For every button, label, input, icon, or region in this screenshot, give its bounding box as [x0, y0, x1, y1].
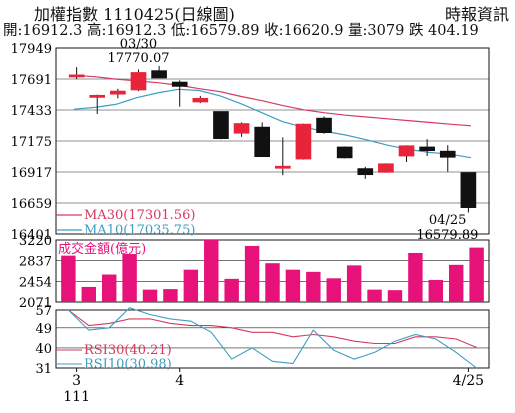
rsi-y-tick-label: 49 — [35, 322, 52, 337]
volume-bar — [265, 263, 280, 302]
volume-y-tick-label: 2837 — [19, 255, 52, 270]
price-y-tick-label: 16401 — [11, 228, 52, 243]
rsi30-line — [68, 309, 477, 349]
volume-bar — [101, 274, 117, 302]
volume-bar — [469, 247, 484, 302]
volume-bar — [204, 240, 219, 302]
quote-summary: 開:16912.3 高:16912.3 低:16579.89 收:16620.9… — [3, 23, 479, 39]
candle-body — [378, 163, 394, 173]
candle-body — [192, 97, 209, 103]
volume-bar — [346, 265, 362, 302]
rsi-y-tick-label: 40 — [35, 342, 52, 357]
volume-bar — [163, 289, 178, 302]
candle-body — [336, 146, 353, 159]
rsi-y-tick-label: 31 — [35, 362, 52, 377]
candle-body — [439, 150, 456, 158]
candle-body — [274, 165, 291, 169]
price-y-tick-label: 17949 — [11, 42, 52, 57]
volume-bar — [428, 279, 444, 302]
candle-body — [130, 72, 147, 91]
volume-y-tick-label: 3220 — [19, 234, 52, 249]
x-tick-label: 3 — [72, 373, 81, 389]
volume-title: 成交金額(億元) — [58, 241, 146, 257]
price-y-tick-label: 17175 — [11, 135, 52, 150]
candle-body — [398, 145, 415, 157]
volume-bar — [408, 252, 423, 302]
volume-bar — [326, 278, 341, 302]
legend-label: MA30(17301.56) — [84, 208, 195, 223]
candle-body — [460, 172, 477, 208]
volume-bar — [306, 271, 321, 302]
high-date-annotation: 03/30 — [120, 37, 157, 52]
high-value-annotation: 17770.07 — [107, 51, 169, 66]
candle-body — [295, 123, 312, 160]
price-y-tick-label: 17433 — [11, 104, 52, 119]
candle-body — [89, 94, 106, 98]
candle-body — [151, 70, 167, 79]
volume-bar — [244, 245, 260, 302]
rsi10-line — [68, 307, 477, 369]
volume-bar — [183, 269, 199, 302]
volume-bar — [387, 290, 403, 302]
candle-body — [213, 111, 229, 139]
price-y-tick-label: 17691 — [11, 73, 52, 88]
candle-body — [110, 90, 126, 95]
price-y-tick-label: 16659 — [11, 197, 52, 212]
volume-y-tick-label: 2454 — [19, 275, 52, 290]
legend-label: MA10(17035.75) — [84, 223, 195, 238]
rsi-y-tick-label: 57 — [35, 304, 52, 319]
chart-title: 加權指數 1110425(日線圖) — [34, 5, 235, 24]
candle-body — [68, 74, 85, 78]
source-label: 時報資訊 — [444, 5, 509, 24]
price-y-tick-label: 16917 — [11, 166, 52, 181]
volume-bar — [448, 264, 464, 302]
candle-body — [171, 81, 188, 87]
x-tick-sublabel: 111 — [63, 389, 90, 405]
volume-bar — [367, 289, 382, 302]
x-tick-label: 4 — [175, 373, 184, 389]
low-date-annotation: 04/25 — [429, 213, 466, 228]
volume-bar — [81, 286, 97, 302]
volume-y-tick-label: 2071 — [19, 296, 52, 311]
candle-body — [419, 146, 435, 152]
x-tick-label: 4/25 — [453, 373, 484, 389]
candle-body — [357, 168, 374, 176]
candle-body — [316, 117, 332, 133]
volume-bar — [122, 254, 137, 302]
volume-bar — [224, 278, 239, 302]
rsi-legend-label: RSI10(30.98) — [84, 357, 172, 372]
volume-bar — [142, 289, 158, 302]
candle-body — [233, 123, 250, 134]
rsi-legend-label: RSI30(40.21) — [84, 343, 172, 358]
volume-bar — [285, 269, 301, 302]
candle-body — [254, 126, 271, 158]
volume-bar — [61, 255, 76, 302]
low-value-annotation: 16579.89 — [416, 228, 478, 243]
